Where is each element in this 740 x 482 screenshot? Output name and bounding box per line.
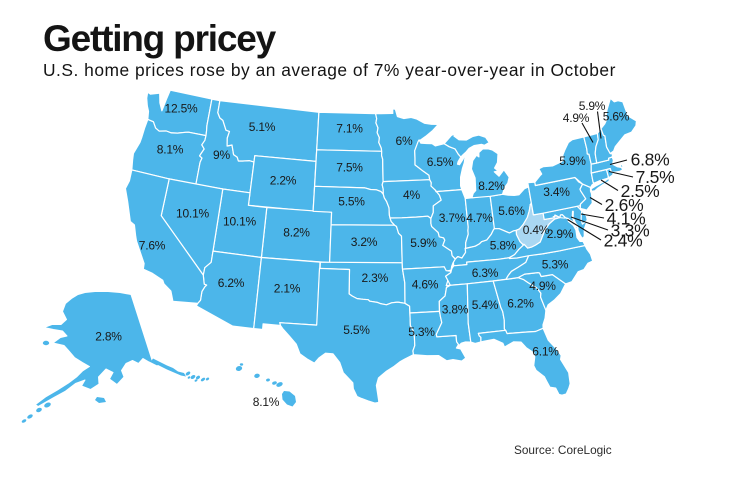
svg-text:8.2%: 8.2% [283,226,310,240]
svg-text:6.2%: 6.2% [218,276,245,290]
svg-text:4.7%: 4.7% [466,211,493,225]
svg-text:8.1%: 8.1% [157,143,184,157]
svg-text:5.3%: 5.3% [408,325,435,339]
svg-text:4%: 4% [403,188,420,202]
svg-text:4.6%: 4.6% [412,278,439,292]
svg-text:2.2%: 2.2% [270,174,297,188]
svg-text:6.8%: 6.8% [631,150,670,170]
svg-text:2.3%: 2.3% [362,271,389,285]
svg-text:5.6%: 5.6% [498,204,525,218]
svg-text:3.2%: 3.2% [351,235,378,249]
svg-text:3.4%: 3.4% [543,185,570,199]
svg-text:9%: 9% [213,148,230,162]
svg-text:5.1%: 5.1% [249,120,276,134]
svg-text:12.5%: 12.5% [164,102,198,116]
svg-text:5.9%: 5.9% [559,154,586,168]
svg-text:6.1%: 6.1% [532,345,559,359]
svg-text:5.9%: 5.9% [410,236,437,250]
svg-text:6%: 6% [396,134,413,148]
svg-text:7.1%: 7.1% [336,122,363,136]
svg-text:8.1%: 8.1% [253,395,280,409]
svg-text:6.3%: 6.3% [472,266,499,280]
svg-text:8.2%: 8.2% [478,179,505,193]
svg-text:2.4%: 2.4% [604,231,643,251]
svg-text:2.6%: 2.6% [605,195,644,215]
svg-text:3.7%: 3.7% [439,211,466,225]
svg-text:5.5%: 5.5% [338,195,365,209]
svg-text:10.1%: 10.1% [223,215,257,229]
svg-text:5.9%: 5.9% [579,99,606,113]
svg-text:2.9%: 2.9% [547,227,574,241]
svg-text:7.5%: 7.5% [336,161,363,175]
svg-text:2.8%: 2.8% [95,330,122,344]
svg-text:5.5%: 5.5% [343,323,370,337]
svg-text:3.3%: 3.3% [611,221,650,241]
svg-text:5.4%: 5.4% [472,298,499,312]
svg-text:2.1%: 2.1% [274,282,301,296]
svg-text:10.1%: 10.1% [176,207,210,221]
svg-text:3.8%: 3.8% [442,303,469,317]
svg-text:6.2%: 6.2% [507,297,534,311]
svg-text:5.3%: 5.3% [542,258,569,272]
svg-text:7.6%: 7.6% [139,239,166,253]
svg-text:6.5%: 6.5% [427,155,454,169]
svg-text:5.6%: 5.6% [603,110,630,124]
svg-text:4.9%: 4.9% [529,279,556,293]
svg-text:7.5%: 7.5% [636,167,675,187]
svg-text:4.1%: 4.1% [607,209,646,229]
svg-text:4.9%: 4.9% [563,111,590,125]
svg-text:2.5%: 2.5% [621,181,660,201]
svg-text:5.8%: 5.8% [490,239,517,253]
svg-text:0.4%: 0.4% [523,223,550,237]
